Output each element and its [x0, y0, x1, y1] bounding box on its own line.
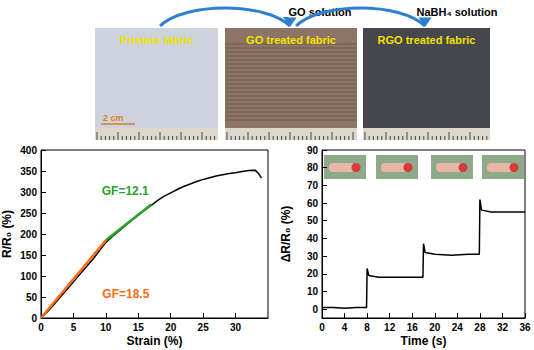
svg-text:10: 10	[307, 286, 319, 297]
svg-text:15: 15	[133, 322, 145, 333]
svg-text:0: 0	[31, 313, 37, 324]
svg-text:Pristine fabric: Pristine fabric	[120, 34, 193, 46]
svg-text:30: 30	[307, 251, 319, 262]
svg-text:Strain (%): Strain (%)	[126, 334, 182, 348]
svg-text:24: 24	[452, 322, 464, 333]
svg-text:300: 300	[20, 187, 37, 198]
svg-text:12: 12	[384, 322, 396, 333]
svg-text:ΔR/R₀ (%): ΔR/R₀ (%)	[279, 206, 293, 263]
svg-text:70: 70	[307, 180, 319, 191]
svg-text:GF=12.1: GF=12.1	[102, 184, 149, 198]
svg-text:200: 200	[20, 229, 37, 240]
svg-text:50: 50	[307, 215, 319, 226]
svg-text:GF=18.5: GF=18.5	[102, 287, 149, 301]
svg-text:90: 90	[307, 145, 319, 156]
svg-text:5: 5	[71, 322, 77, 333]
svg-text:20: 20	[165, 322, 177, 333]
svg-text:350: 350	[20, 166, 37, 177]
svg-text:16: 16	[407, 322, 419, 333]
svg-text:40: 40	[307, 233, 319, 244]
svg-text:R/R₀ (%): R/R₀ (%)	[0, 210, 14, 258]
svg-text:60: 60	[307, 198, 319, 209]
svg-text:10: 10	[100, 322, 112, 333]
svg-text:50: 50	[26, 292, 38, 303]
svg-text:30: 30	[230, 322, 242, 333]
svg-text:RGO treated fabric: RGO treated fabric	[378, 34, 476, 46]
svg-text:0: 0	[312, 304, 318, 315]
svg-text:GO treated fabric: GO treated fabric	[246, 34, 336, 46]
svg-text:80: 80	[307, 162, 319, 173]
svg-text:GO solution: GO solution	[288, 6, 352, 18]
svg-text:4: 4	[342, 322, 348, 333]
svg-text:150: 150	[20, 250, 37, 261]
svg-text:25: 25	[198, 322, 210, 333]
svg-text:2 cm: 2 cm	[103, 113, 124, 123]
svg-text:20: 20	[307, 268, 319, 279]
svg-text:Time (s): Time (s)	[401, 334, 447, 348]
svg-text:100: 100	[20, 271, 37, 282]
svg-text:20: 20	[429, 322, 441, 333]
svg-text:32: 32	[497, 322, 509, 333]
svg-text:250: 250	[20, 208, 37, 219]
svg-text:NaBH₄ solution: NaBH₄ solution	[416, 6, 497, 18]
svg-text:8: 8	[364, 322, 370, 333]
svg-text:28: 28	[474, 322, 486, 333]
svg-text:0: 0	[38, 322, 44, 333]
svg-text:0: 0	[319, 322, 325, 333]
svg-text:400: 400	[20, 145, 37, 156]
svg-text:36: 36	[519, 322, 531, 333]
